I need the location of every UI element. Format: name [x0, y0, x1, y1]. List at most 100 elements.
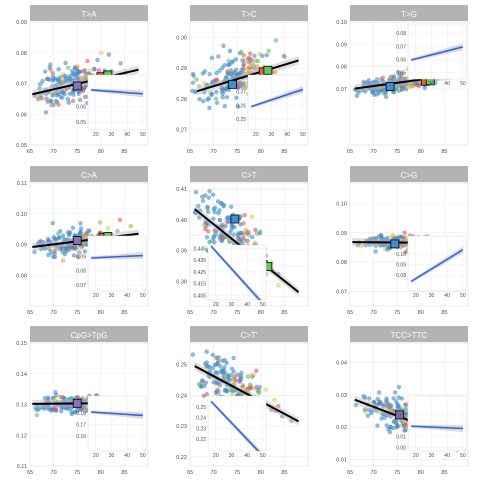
facet-title: C>T'	[241, 331, 258, 340]
facet-strip	[30, 166, 148, 182]
y-tick-label: 0.04	[336, 360, 347, 366]
inset-y-tick-label: 0.09	[76, 254, 86, 260]
facet-strip	[350, 5, 468, 21]
y-tick-label: 0.09	[336, 231, 347, 237]
facet-title: C>G	[401, 171, 418, 180]
inset-panel: 20 30 40 50 0.00 0.01 0.02 0.03	[396, 395, 467, 459]
x-tick-label: 65	[27, 149, 33, 155]
inset-trend-line	[250, 88, 304, 108]
inset-plot-area	[207, 395, 267, 452]
inset-y-tick-label: 0.07	[76, 89, 86, 95]
scatter-point	[75, 254, 81, 260]
scatter-point	[191, 73, 196, 79]
facet-strip	[190, 326, 308, 342]
scatter-point	[47, 65, 52, 71]
scatter-point	[375, 423, 380, 428]
scatter-point	[249, 214, 255, 220]
inset-y-tick-label: 0.05	[76, 120, 86, 126]
scatter-point	[56, 66, 61, 72]
facet-panel: TCC>TTC 65 70 75 80 85 0.01 0.02 0.03 0.04 20 30 40 5…	[336, 326, 469, 476]
x-tick-label: 70	[211, 310, 217, 316]
facet-panel: C>A 65 70 75 80 85 0.08 0.09 0.10 0.11 20 30 40 50 0.0…	[16, 166, 149, 316]
x-tick-label: 70	[371, 310, 377, 316]
scatter-point	[201, 98, 206, 104]
y-tick-label: 0.11	[17, 181, 27, 187]
inset-x-tick-label: 30	[109, 453, 115, 459]
scatter-point	[66, 100, 72, 105]
scatter-point	[205, 229, 211, 234]
y-tick-label: 0.01	[336, 458, 347, 464]
scatter-point	[235, 104, 241, 109]
facet-strip	[190, 166, 308, 182]
x-tick-label: 70	[51, 470, 57, 476]
scatter-point	[226, 62, 231, 68]
scatter-point	[65, 96, 71, 102]
scatter-point	[192, 89, 198, 95]
regression-line	[32, 68, 139, 96]
scatter-point	[260, 53, 265, 59]
scatter-point	[67, 230, 73, 235]
scatter-point	[57, 235, 62, 240]
scatter-point	[77, 250, 82, 255]
scatter-point	[393, 399, 399, 404]
scatter-point	[55, 77, 61, 83]
y-tick-label: 0.08	[336, 260, 347, 266]
scatter-point	[202, 69, 208, 74]
inset-trend-line	[91, 89, 143, 95]
scatter-point	[247, 51, 253, 56]
facet-strip	[350, 166, 468, 182]
y-tick-label: 0.12	[16, 433, 27, 439]
inset-x-tick-label: 20	[213, 302, 219, 308]
scatter-point	[60, 233, 66, 238]
inset-y-tick-label: 0.23	[196, 426, 206, 432]
scatter-point	[203, 226, 208, 232]
scatter-point	[82, 249, 88, 254]
y-tick-label: 0.29	[176, 66, 187, 72]
scatter-point	[199, 194, 205, 200]
x-tick-label: 85	[281, 310, 287, 316]
inset-y-tick-label: 0.18	[76, 411, 86, 417]
inset-y-tick-label: 0.415	[193, 282, 206, 288]
scatter-point	[214, 89, 219, 95]
group-mean-marker	[263, 65, 273, 75]
scatter-point	[58, 94, 63, 99]
facet-strip	[190, 5, 308, 21]
inset-x-tick-label: 40	[244, 302, 250, 308]
scatter-point	[242, 239, 247, 244]
x-tick-label: 75	[234, 470, 240, 476]
scatter-point	[190, 80, 196, 86]
scatter-point	[97, 220, 103, 225]
scatter-point	[221, 43, 226, 49]
x-tick-label: 70	[51, 310, 57, 316]
scatter-point	[201, 222, 207, 228]
facet-panel: T>A 65 70 75 80 85 0.05 0.06 0.07 0.08 0.09 20 30 40 5…	[16, 5, 149, 155]
inset-x-tick-label: 40	[444, 81, 450, 87]
inset-y-tick-label: 0.27	[236, 90, 246, 96]
inset-y-tick-label: 0.08	[396, 273, 406, 279]
scatter-point	[42, 69, 48, 74]
scatter-point	[241, 53, 246, 58]
y-tick-label: 0.28	[176, 97, 187, 103]
group-mean-marker	[72, 236, 82, 245]
scatter-point	[385, 400, 390, 405]
y-tick-label: 0.08	[16, 273, 27, 279]
y-tick-label: 0.30	[176, 35, 187, 41]
scatter-point	[200, 378, 205, 383]
scatter-point	[44, 96, 49, 101]
scatter-point	[217, 208, 222, 213]
scatter-point	[238, 373, 244, 379]
x-tick-label: 80	[98, 470, 104, 476]
inset-x-tick-label: 20	[93, 132, 99, 138]
scatter-point	[374, 76, 380, 82]
scatter-point	[248, 385, 254, 391]
inset-y-tick-label: 0.22	[196, 437, 206, 443]
x-tick-label: 85	[121, 149, 127, 155]
scatter-point	[254, 368, 259, 374]
scatter-point	[243, 227, 249, 233]
scatter-point	[205, 364, 211, 369]
scatter-point	[272, 397, 277, 403]
scatter-point	[43, 110, 49, 115]
scatter-point	[249, 57, 254, 63]
group-mean-marker	[228, 80, 237, 89]
scatter-point	[243, 84, 249, 90]
